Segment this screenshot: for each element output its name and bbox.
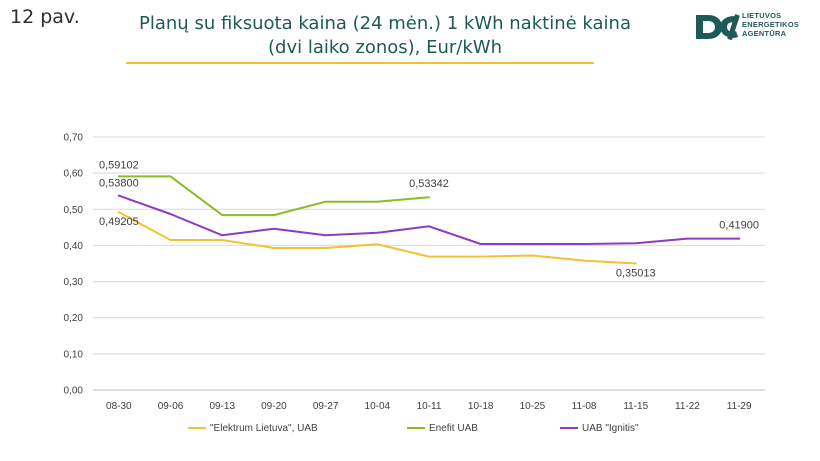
- x-tick-label: 11-08: [572, 401, 597, 412]
- chart-legend: "Elektrum Lietuva", UAB Enefit UAB UAB "Ig…: [0, 423, 820, 437]
- data-label: 0,41900: [719, 220, 759, 232]
- legend-item: "Elektrum Lietuva", UAB: [188, 423, 318, 434]
- y-tick-label: 0,50: [64, 205, 84, 216]
- series-line: [117, 194, 741, 245]
- logo-text-line: AGENTŪRA: [742, 29, 787, 38]
- y-tick-label: 0,30: [64, 277, 84, 288]
- legend-swatch: [188, 427, 206, 430]
- y-tick-label: 0,20: [64, 313, 84, 324]
- x-tick-label: 11-15: [623, 401, 648, 412]
- data-label: 0,35013: [616, 267, 656, 279]
- x-tick-label: 09-20: [261, 401, 287, 412]
- x-tick-label: 11-22: [675, 401, 700, 412]
- x-tick-label: 08-30: [106, 401, 132, 412]
- agency-logo-icon: [696, 14, 740, 41]
- x-tick-label: 09-06: [158, 401, 184, 412]
- logo-text-line: ENERGETIKOS: [742, 20, 800, 29]
- data-label: 0,53800: [99, 178, 139, 190]
- x-tick-label: 11-29: [727, 401, 752, 412]
- legend-label: UAB "Ignitis": [582, 423, 639, 434]
- y-tick-label: 0,40: [64, 241, 84, 252]
- chart-title: Planų su fiksuota kaina (24 mėn.) 1 kWh …: [90, 12, 680, 60]
- x-tick-label: 09-27: [313, 401, 339, 412]
- legend-item: Enefit UAB: [407, 423, 478, 434]
- chart-title-line-2: (dvi laiko zonos), Eur/kWh: [268, 37, 502, 58]
- y-tick-label: 0,10: [64, 349, 84, 360]
- y-tick-label: 0,70: [64, 133, 84, 144]
- legend-label: "Elektrum Lietuva", UAB: [210, 423, 318, 434]
- x-tick-label: 10-25: [520, 401, 546, 412]
- legend-item: UAB "Ignitis": [560, 423, 639, 434]
- x-tick-label: 09-13: [209, 401, 235, 412]
- chart-title-line-1: Planų su fiksuota kaina (24 mėn.) 1 kWh …: [139, 13, 631, 34]
- agency-logo-text: LIETUVOS ENERGETIKOS AGENTŪRA: [742, 11, 799, 38]
- slide-number: 12 pav.: [10, 6, 80, 28]
- y-tick-label: 0,00: [64, 386, 84, 397]
- series-line: [117, 175, 430, 217]
- data-label: 0,53342: [409, 178, 449, 190]
- legend-swatch: [560, 427, 578, 430]
- series-line: [117, 211, 637, 265]
- legend-swatch: [407, 427, 425, 430]
- title-underline: [126, 62, 594, 64]
- data-label: 0,59102: [99, 159, 139, 171]
- data-label: 0,49205: [99, 216, 139, 228]
- x-tick-label: 10-11: [417, 401, 442, 412]
- y-tick-label: 0,60: [64, 169, 84, 180]
- x-tick-label: 10-04: [365, 401, 391, 412]
- legend-label: Enefit UAB: [429, 423, 478, 434]
- logo-text-line: LIETUVOS: [742, 11, 782, 20]
- x-tick-label: 10-18: [468, 401, 494, 412]
